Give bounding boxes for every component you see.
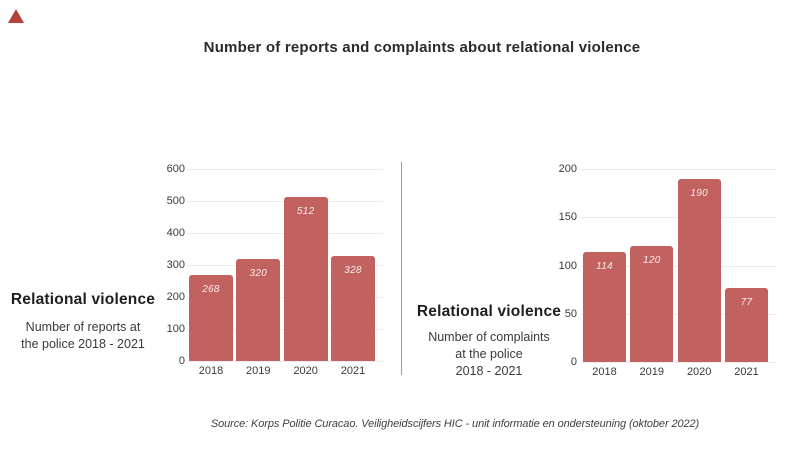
bar-2019: 320 — [236, 258, 281, 361]
complaints-panel-heading: Relational violence — [416, 303, 562, 320]
y-axis-tick-label: 150 — [558, 211, 577, 224]
bar-value-label: 328 — [344, 265, 362, 276]
y-axis-tick-label: 600 — [166, 163, 185, 175]
gridline — [187, 169, 383, 170]
bar-2021: 328 — [331, 256, 375, 361]
y-axis-tick-label: 100 — [166, 323, 185, 335]
reports-subheading-line-2: the police 2018 - 2021 — [21, 337, 145, 351]
reports-panel-subheading: Number of reports at the police 2018 - 2… — [10, 319, 156, 352]
bar-2020: 512 — [283, 197, 328, 361]
bar-value-label: 190 — [690, 187, 708, 199]
reports-panel-label: Relational violence Number of reports at… — [10, 290, 156, 353]
bar-value-label: 114 — [596, 261, 613, 272]
gridline — [581, 169, 776, 170]
x-axis-tick-label: 2020 — [686, 366, 712, 378]
y-axis-tick-label: 500 — [166, 195, 185, 207]
reports-panel-heading: Relational violence — [10, 291, 156, 308]
y-axis-tick-label: 50 — [564, 307, 577, 320]
complaints-panel-label: Relational violence Number of complaints… — [415, 302, 563, 379]
bar-value-label: 512 — [296, 206, 315, 218]
source-caption: Source: Korps Politie Curacao. Veilighei… — [210, 418, 700, 430]
x-axis-tick-label: 2021 — [340, 365, 366, 377]
x-axis-tick-label: 2019 — [246, 365, 271, 377]
gridline — [581, 362, 776, 363]
y-axis-tick-label: 100 — [558, 259, 577, 272]
corner-triangle-icon — [8, 9, 24, 23]
x-axis-tick-label: 2021 — [734, 366, 759, 378]
bar-value-label: 120 — [643, 255, 661, 267]
bar-value-label: 77 — [740, 296, 753, 308]
x-axis-tick-label: 2018 — [198, 365, 224, 377]
y-axis-tick-label: 200 — [166, 291, 185, 303]
complaints-subheading-line-1: Number of complaints — [428, 330, 550, 345]
reports-subheading-line-1: Number of reports at — [25, 320, 141, 335]
y-axis-tick-label: 300 — [166, 259, 185, 271]
vertical-divider-line — [401, 162, 402, 375]
complaints-panel-subheading: Number of complaints at the police 2018 … — [415, 329, 563, 379]
x-axis-tick-label: 2020 — [293, 365, 318, 377]
x-axis-tick-label: 2019 — [639, 366, 665, 378]
gridline — [187, 361, 383, 362]
bar-value-label: 320 — [249, 267, 268, 279]
y-axis-tick-label: 0 — [570, 356, 577, 368]
bar-2018: 114 — [583, 252, 626, 362]
bar-2020: 190 — [677, 178, 721, 362]
complaints-subheading-line-2: at the police — [455, 347, 523, 361]
page-title: Number of reports and complaints about r… — [203, 39, 641, 56]
bar-2019: 120 — [630, 246, 674, 362]
y-axis-tick-label: 200 — [558, 163, 577, 175]
complaints-subheading-line-3: 2018 - 2021 — [455, 363, 523, 378]
bar-value-label: 268 — [202, 284, 220, 296]
y-axis-tick-label: 0 — [178, 355, 185, 367]
y-axis-tick-label: 400 — [166, 227, 185, 239]
bar-2018: 268 — [189, 275, 233, 361]
x-axis-tick-label: 2018 — [592, 366, 617, 378]
bar-2021: 77 — [725, 287, 768, 362]
